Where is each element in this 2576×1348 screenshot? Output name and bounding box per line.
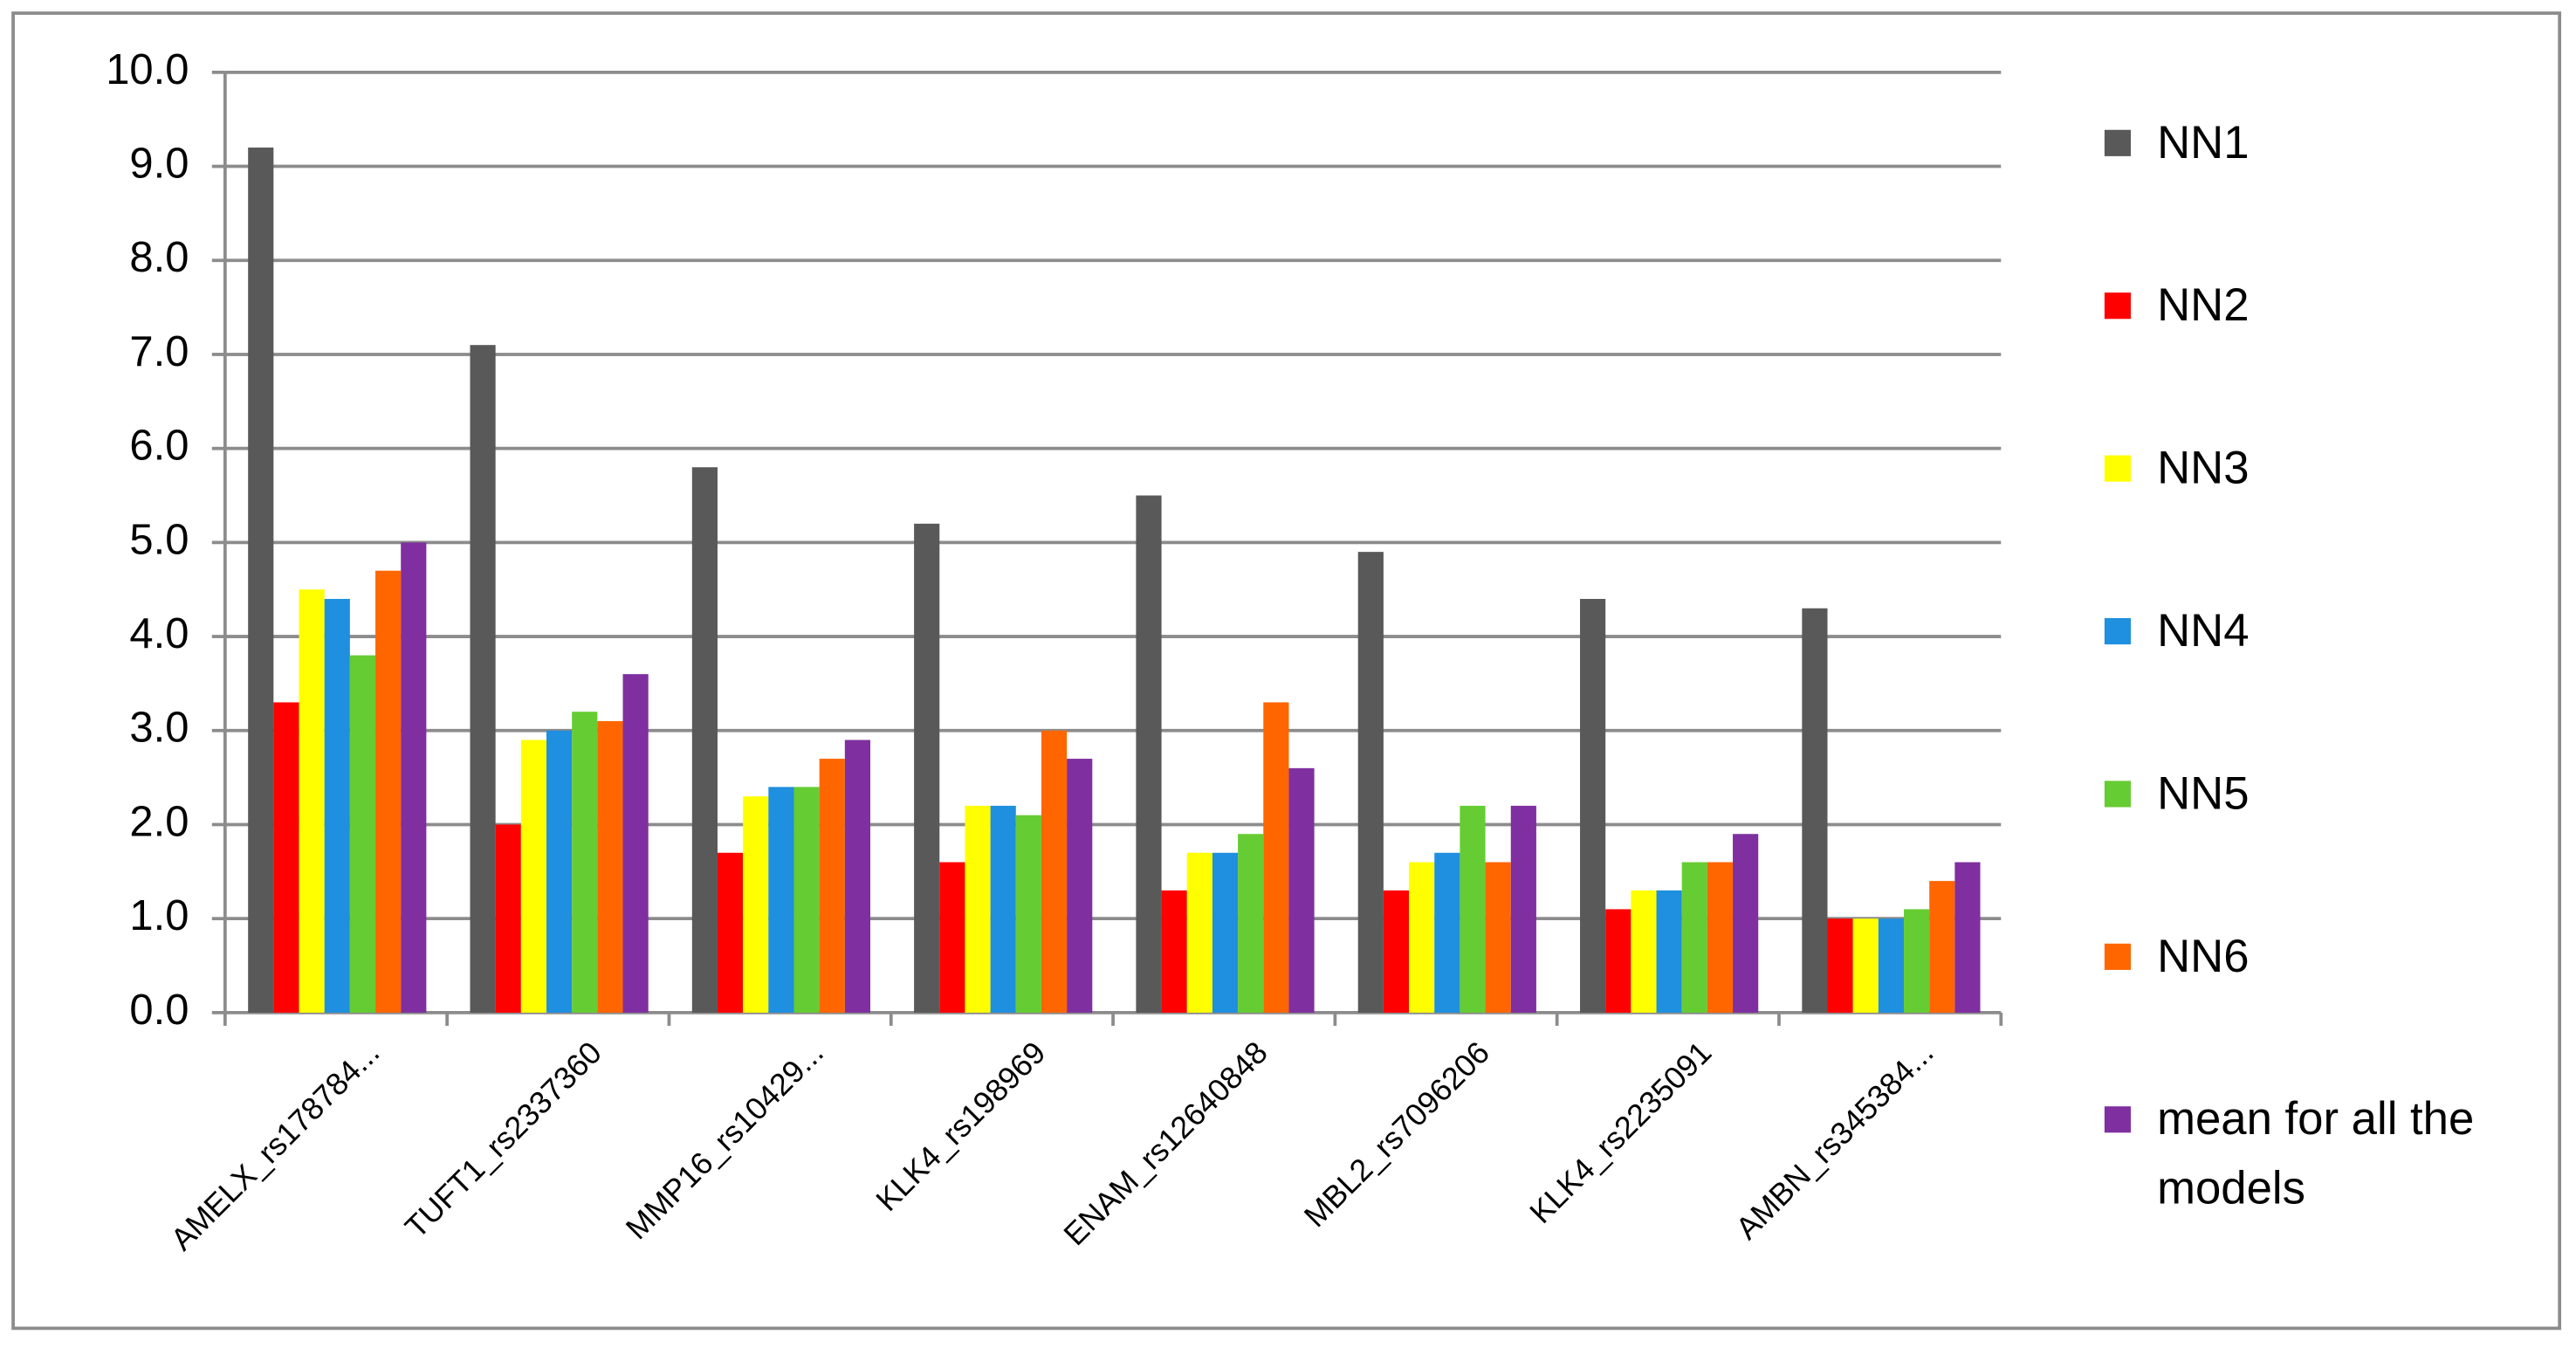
legend-swatch bbox=[2104, 617, 2131, 645]
bar bbox=[1605, 909, 1631, 1013]
legend-entry: NN3 bbox=[2157, 442, 2250, 493]
y-tick-label: 9.0 bbox=[129, 140, 189, 187]
bar bbox=[1263, 702, 1289, 1013]
legend-swatch bbox=[2104, 943, 2131, 970]
y-tick-label: 7.0 bbox=[129, 328, 189, 375]
legend-entry: mean for all the models bbox=[2157, 1093, 2475, 1214]
legend-entry: NN5 bbox=[2157, 767, 2250, 819]
legend-entry: NN6 bbox=[2157, 930, 2250, 982]
bar bbox=[1631, 890, 1657, 1013]
bar bbox=[401, 542, 427, 1013]
y-tick-label: 8.0 bbox=[129, 234, 189, 281]
bar bbox=[1580, 598, 1606, 1013]
bar bbox=[939, 862, 965, 1013]
bar bbox=[248, 148, 274, 1013]
bar bbox=[1212, 852, 1239, 1013]
bar bbox=[1733, 834, 1759, 1013]
bar bbox=[597, 721, 623, 1013]
bar bbox=[1357, 552, 1384, 1013]
bar bbox=[520, 739, 547, 1013]
bar bbox=[1186, 852, 1212, 1013]
bar bbox=[1852, 918, 1879, 1013]
bar bbox=[324, 598, 350, 1013]
bar bbox=[1485, 862, 1511, 1013]
bar bbox=[1802, 608, 1828, 1013]
y-tick-label: 10.0 bbox=[106, 46, 189, 93]
legend-swatch bbox=[2104, 292, 2131, 320]
bar bbox=[793, 787, 820, 1013]
legend-label: NN4 bbox=[2157, 604, 2250, 657]
bar bbox=[1136, 495, 1162, 1013]
legend-label: NN2 bbox=[2157, 279, 2250, 331]
legend-swatch bbox=[2104, 1106, 2131, 1133]
y-tick-label: 1.0 bbox=[129, 892, 189, 939]
bar bbox=[717, 852, 744, 1013]
bar bbox=[691, 467, 718, 1013]
bar bbox=[299, 589, 325, 1013]
bar bbox=[349, 655, 376, 1013]
bar bbox=[914, 523, 940, 1013]
bar bbox=[965, 805, 991, 1013]
bar bbox=[1681, 862, 1707, 1013]
bar bbox=[546, 730, 573, 1013]
chart-border bbox=[11, 11, 2562, 1331]
bar bbox=[1707, 862, 1734, 1013]
bar bbox=[990, 805, 1016, 1013]
bar bbox=[1460, 805, 1486, 1013]
y-tick-label: 2.0 bbox=[129, 798, 189, 845]
bar bbox=[375, 570, 402, 1013]
bar bbox=[1827, 918, 1853, 1013]
bar bbox=[470, 345, 496, 1013]
bar bbox=[1904, 909, 1930, 1013]
legend-entry: NN4 bbox=[2157, 604, 2250, 657]
bar bbox=[1288, 767, 1315, 1013]
bar bbox=[1954, 862, 1981, 1013]
bar bbox=[819, 759, 845, 1013]
legend-label: mean for all the models bbox=[2157, 1093, 2475, 1214]
legend-entry: NN1 bbox=[2157, 116, 2250, 168]
bar bbox=[1015, 815, 1041, 1013]
bar bbox=[1878, 918, 1905, 1013]
y-tick-label: 6.0 bbox=[129, 423, 189, 470]
bar bbox=[572, 712, 598, 1013]
y-tick-label: 0.0 bbox=[129, 987, 189, 1034]
bar bbox=[1409, 862, 1435, 1013]
legend-label: NN6 bbox=[2157, 930, 2250, 982]
legend-label: NN3 bbox=[2157, 442, 2250, 493]
bar bbox=[844, 739, 870, 1013]
bar bbox=[1067, 759, 1093, 1013]
y-tick-label: 3.0 bbox=[129, 705, 189, 752]
bar bbox=[273, 702, 299, 1013]
bar bbox=[622, 674, 649, 1013]
bar bbox=[1383, 890, 1410, 1013]
legend-entry: NN2 bbox=[2157, 279, 2250, 331]
bar bbox=[743, 796, 769, 1013]
bar bbox=[1434, 852, 1460, 1013]
legend-swatch bbox=[2104, 455, 2131, 482]
y-tick-label: 4.0 bbox=[129, 610, 189, 657]
legend-label: NN1 bbox=[2157, 116, 2250, 168]
bar bbox=[1656, 890, 1682, 1013]
bar bbox=[1238, 834, 1264, 1013]
bar bbox=[1041, 730, 1068, 1013]
bar bbox=[768, 787, 794, 1013]
legend-swatch bbox=[2104, 781, 2131, 808]
bar bbox=[495, 824, 521, 1013]
legend-label: NN5 bbox=[2157, 767, 2250, 819]
y-tick-label: 5.0 bbox=[129, 516, 189, 563]
bar bbox=[1929, 881, 1955, 1013]
bar bbox=[1510, 805, 1536, 1013]
bar bbox=[1161, 890, 1187, 1013]
legend-swatch bbox=[2104, 129, 2131, 156]
